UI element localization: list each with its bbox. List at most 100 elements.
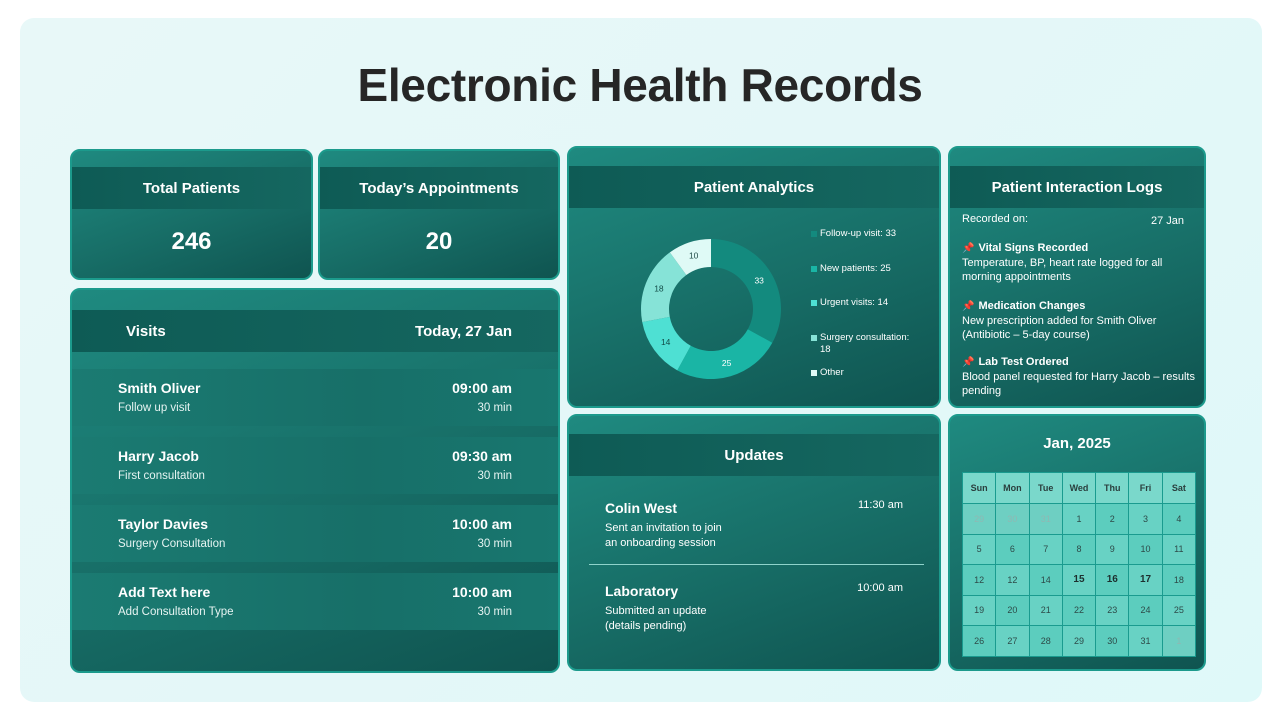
visit-duration: 30 min <box>477 538 512 550</box>
donut-data-label: 10 <box>689 251 699 261</box>
calendar-day[interactable]: 10 <box>1129 534 1162 564</box>
legend-swatch <box>811 300 817 306</box>
calendar-day[interactable]: 29 <box>1062 626 1096 656</box>
update-item[interactable]: Laboratory 10:00 am Submitted an update … <box>569 579 939 649</box>
visit-row[interactable]: Harry Jacob First consultation 09:30 am … <box>72 437 558 494</box>
legend-label: Surgery consultation: 18 <box>820 332 910 355</box>
calendar-grid: Sun Mon Tue Wed Thu Fri Sat 29 30 31 1 2 3 4 5 6 7 8 9 10 11… <box>962 472 1196 657</box>
calendar-weekday-header: Sun <box>963 473 996 503</box>
calendar-day[interactable]: 28 <box>1029 626 1062 656</box>
calendar-weekday-header: Thu <box>1096 473 1129 503</box>
calendar-day[interactable]: 3 <box>1129 504 1162 534</box>
log-entry-title: Lab Test Ordered <box>978 356 1069 368</box>
calendar-day[interactable]: 5 <box>963 534 996 564</box>
calendar-weekday-header: Mon <box>996 473 1029 503</box>
log-entry[interactable]: 📌 Medication Changes New prescription add… <box>962 299 1202 342</box>
analytics-title: Patient Analytics <box>693 178 815 196</box>
calendar-day[interactable]: 6 <box>996 534 1029 564</box>
updates-title: Updates <box>724 446 784 464</box>
calendar-day[interactable]: 21 <box>1029 595 1062 625</box>
calendar-day[interactable]: 12 <box>963 565 996 595</box>
visit-row[interactable]: Taylor Davies Surgery Consultation 10:00… <box>72 505 558 562</box>
calendar-day[interactable]: 25 <box>1162 595 1195 625</box>
update-time: 11:30 am <box>857 499 903 511</box>
donut-data-label: 18 <box>654 283 664 293</box>
calendar-day[interactable]: 16 <box>1096 565 1129 595</box>
log-entry[interactable]: 📌 Vital Signs Recorded Temperature, BP, h… <box>962 241 1202 284</box>
log-entry-line: morning appointments <box>962 271 1071 283</box>
calendar-day[interactable]: 31 <box>1129 626 1162 656</box>
calendar-day[interactable]: 30 <box>996 504 1029 534</box>
page-title: Electronic Health Records <box>357 59 923 111</box>
visit-row[interactable]: Add Text here Add Consultation Type 10:0… <box>72 573 558 630</box>
calendar-day[interactable]: 26 <box>963 626 996 656</box>
interaction-logs-card: Patient Interaction Logs Recorded on: 27… <box>948 146 1206 408</box>
calendar-day[interactable]: 15 <box>1062 565 1096 595</box>
visit-time: 10:00 am <box>452 516 512 532</box>
calendar-day[interactable]: 2 <box>1096 504 1129 534</box>
appointments-card[interactable]: Today’s Appointments 20 <box>318 149 560 280</box>
legend-label: Other <box>820 367 844 378</box>
calendar-day[interactable]: 31 <box>1029 504 1062 534</box>
calendar-day[interactable]: 11 <box>1162 534 1195 564</box>
calendar-day[interactable]: 4 <box>1162 504 1195 534</box>
legend-label: Urgent visits: 14 <box>820 297 889 308</box>
calendar-weekday-header: Sat <box>1162 473 1195 503</box>
donut-data-label: 25 <box>722 358 732 368</box>
update-line: Submitted an update <box>605 605 707 617</box>
updates-card: Updates Colin West 11:30 am Sent an invi… <box>567 414 941 671</box>
pushpin-icon: 📌 <box>962 301 975 312</box>
calendar-day[interactable]: 9 <box>1096 534 1129 564</box>
appointments-label: Today’s Appointments <box>359 179 519 197</box>
log-entry[interactable]: 📌 Lab Test Ordered Blood panel requested … <box>962 355 1202 398</box>
log-entry-line: Temperature, BP, heart rate logged for a… <box>962 257 1163 269</box>
update-item[interactable]: Colin West 11:30 am Sent an invitation t… <box>569 496 939 566</box>
calendar-day[interactable]: 23 <box>1096 595 1129 625</box>
calendar-day[interactable]: 22 <box>1062 595 1096 625</box>
recorded-label: Recorded on: <box>962 213 1029 225</box>
card-header: Patient Interaction Logs <box>950 166 1204 208</box>
visit-type: Add Consultation Type <box>118 606 234 618</box>
calendar-day[interactable]: 30 <box>1096 626 1129 656</box>
recorded-date: 27 Jan <box>1150 215 1184 227</box>
total-patients-card[interactable]: Total Patients 246 <box>70 149 313 280</box>
visit-patient-name: Taylor Davies <box>118 516 209 532</box>
update-sender: Colin West <box>605 500 678 516</box>
calendar-day[interactable]: 8 <box>1062 534 1096 564</box>
update-line: an onboarding session <box>605 537 716 549</box>
visits-title: Visits <box>126 322 166 340</box>
legend-item: Other <box>811 367 921 379</box>
visit-time: 09:00 am <box>452 380 512 396</box>
update-description: Sent an invitation to join an onboarding… <box>605 521 775 551</box>
visit-time: 09:30 am <box>452 448 512 464</box>
calendar-day[interactable]: 1 <box>1162 626 1195 656</box>
log-entry-line: (Antibiotic – 5-day course) <box>962 329 1090 341</box>
visits-date: Today, 27 Jan <box>415 322 512 340</box>
visit-row[interactable]: Smith Oliver Follow up visit 09:00 am 30… <box>72 369 558 426</box>
legend-swatch <box>811 370 817 376</box>
calendar-day[interactable]: 18 <box>1162 565 1195 595</box>
calendar-day[interactable]: 29 <box>963 504 996 534</box>
visits-header: Visits Today, 27 Jan <box>72 310 558 352</box>
calendar-day[interactable]: 20 <box>996 595 1029 625</box>
card-header: Updates <box>569 434 939 476</box>
update-line: (details pending) <box>605 620 687 632</box>
legend-item: New patients: 25 <box>811 263 921 275</box>
visit-duration: 30 min <box>477 606 512 618</box>
calendar-day[interactable]: 7 <box>1029 534 1062 564</box>
calendar-day[interactable]: 1 <box>1062 504 1096 534</box>
update-time: 10:00 am <box>857 582 903 594</box>
calendar-card: Jan, 2025 Sun Mon Tue Wed Thu Fri Sat 29 30 31 1 2 3… <box>948 414 1206 671</box>
calendar-day[interactable]: 19 <box>963 595 996 625</box>
calendar-day[interactable]: 12 <box>996 565 1029 595</box>
pushpin-icon: 📌 <box>962 243 975 254</box>
card-header: Jan, 2025 <box>950 416 1204 470</box>
calendar-day[interactable]: 17 <box>1129 565 1162 595</box>
calendar-day[interactable]: 27 <box>996 626 1029 656</box>
calendar-day[interactable]: 14 <box>1029 565 1062 595</box>
calendar-day[interactable]: 24 <box>1129 595 1162 625</box>
visit-type: Surgery Consultation <box>118 538 226 550</box>
total-patients-label: Total Patients <box>142 179 241 197</box>
update-description: Submitted an update (details pending) <box>605 604 775 634</box>
donut-data-label: 14 <box>661 337 671 347</box>
